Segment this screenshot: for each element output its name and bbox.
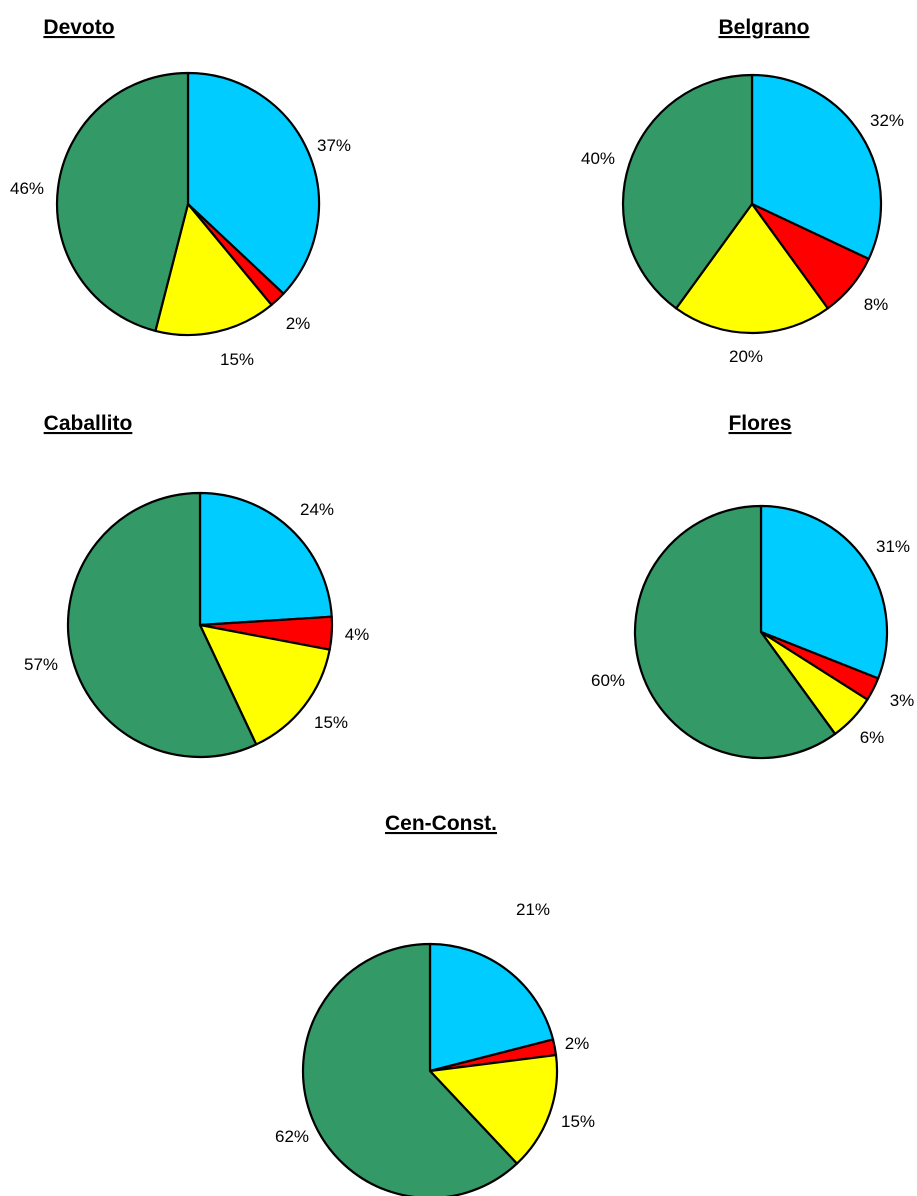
pie-slice-cen-const-2 xyxy=(428,1053,559,1165)
chart-title-cen-const: Cen-Const. xyxy=(385,812,497,835)
pie-slices-devoto xyxy=(55,71,321,337)
slice-label-caballito-2: 15% xyxy=(314,713,348,732)
pie-slice-belgrano-3 xyxy=(621,73,754,310)
slice-label-belgrano-1: 8% xyxy=(864,295,889,314)
slice-label-cen-const-2: 15% xyxy=(561,1112,595,1131)
chart-title-devoto: Devoto xyxy=(43,16,114,39)
slice-label-flores-1: 3% xyxy=(890,691,915,710)
slice-label-caballito-3: 57% xyxy=(24,655,58,674)
pie-slices-belgrano xyxy=(621,73,883,335)
pie-chart-flores: Flores 31% 3% 6% 60% xyxy=(591,412,915,760)
pie-slices-caballito xyxy=(66,491,334,759)
pie-slices-flores xyxy=(633,504,889,760)
pie-slice-caballito-3 xyxy=(66,491,258,759)
chart-title-caballito: Caballito xyxy=(44,412,133,435)
slice-label-devoto-0: 37% xyxy=(317,136,351,155)
slice-label-cen-const-3: 62% xyxy=(275,1127,309,1146)
slice-label-caballito-0: 24% xyxy=(300,500,334,519)
pie-slice-cen-const-0 xyxy=(428,942,555,1073)
pie-slice-caballito-2 xyxy=(198,623,331,746)
pie-slices-cen-const xyxy=(301,942,559,1196)
chart-title-flores: Flores xyxy=(728,412,791,435)
slice-label-devoto-2: 15% xyxy=(220,350,254,369)
slice-label-flores-2: 6% xyxy=(860,728,885,747)
slice-label-devoto-1: 2% xyxy=(286,314,311,333)
slice-label-flores-3: 60% xyxy=(591,671,625,690)
pie-slice-caballito-0 xyxy=(198,491,333,627)
slice-label-cen-const-1: 2% xyxy=(565,1034,590,1053)
slice-label-flores-0: 31% xyxy=(876,537,910,556)
pie-chart-devoto: Devoto 37% 2% 15% 46% xyxy=(10,16,351,369)
pie-slice-flores-3 xyxy=(633,504,837,760)
slice-label-cen-const-0: 21% xyxy=(516,900,550,919)
pie-slice-devoto-0 xyxy=(186,71,321,295)
pie-slice-flores-0 xyxy=(759,504,889,680)
pie-slice-belgrano-0 xyxy=(750,73,883,261)
slice-label-caballito-1: 4% xyxy=(345,625,370,644)
slice-label-belgrano-0: 32% xyxy=(870,111,904,130)
slice-label-belgrano-2: 20% xyxy=(729,347,763,366)
pie-chart-cen-const: Cen-Const. 21% 2% 15% 62% xyxy=(275,812,595,1196)
slice-label-devoto-3: 46% xyxy=(10,179,44,198)
pie-slice-devoto-3 xyxy=(55,71,190,332)
chart-title-belgrano: Belgrano xyxy=(718,16,809,39)
pie-slice-cen-const-3 xyxy=(301,942,519,1196)
pie-chart-caballito: Caballito 24% 4% 15% 57% xyxy=(24,412,370,759)
pie-chart-belgrano: Belgrano 32% 8% 20% 40% xyxy=(581,16,904,366)
slice-label-belgrano-3: 40% xyxy=(581,149,615,168)
pie-slice-devoto-2 xyxy=(154,202,273,337)
pie-slice-belgrano-2 xyxy=(675,202,829,335)
